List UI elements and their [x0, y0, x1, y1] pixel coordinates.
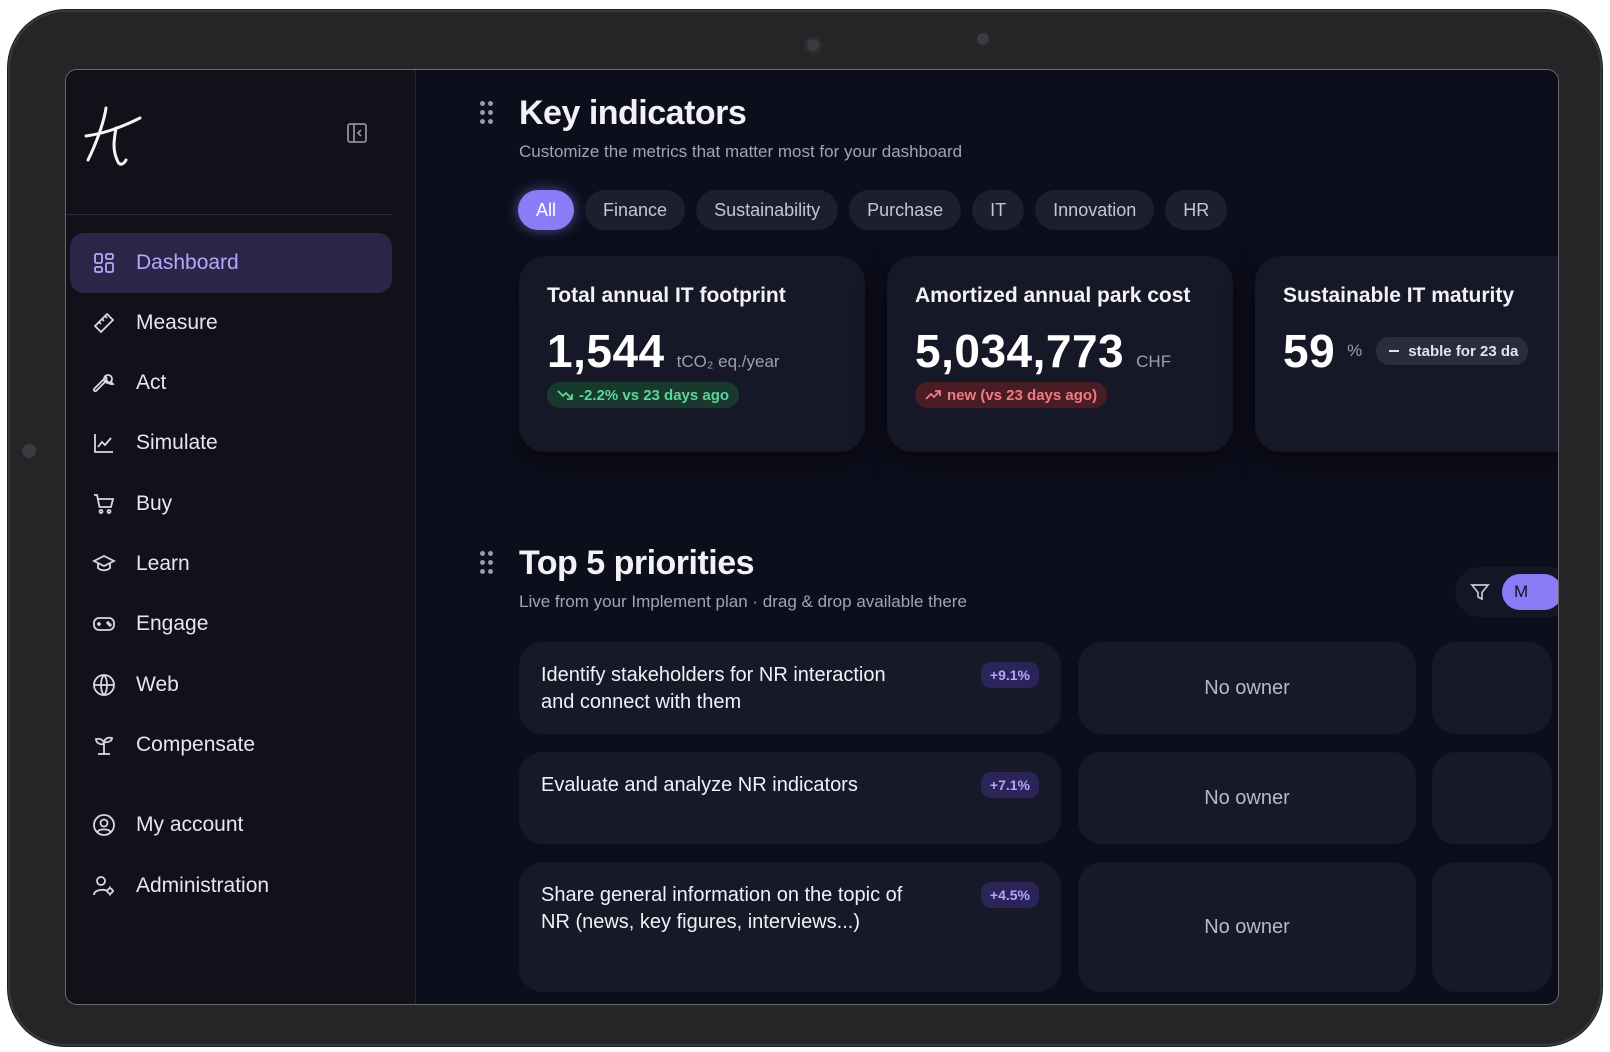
key-indicators-title: Key indicators — [519, 94, 747, 132]
priority-card[interactable]: Evaluate and analyze NR indicators +7.1% — [519, 752, 1061, 844]
sidebar-item-label: My account — [136, 813, 244, 836]
sidebar-item-label: Engage — [136, 612, 209, 635]
chip-all[interactable]: All — [518, 190, 575, 230]
chip-finance[interactable]: Finance — [585, 190, 686, 230]
priority-text: Identify stakeholders for NR interaction… — [541, 664, 886, 713]
main-content: Key indicators Customize the metrics tha… — [417, 70, 1558, 1004]
sidebar-item-label: Buy — [136, 492, 173, 515]
sidebar-item-measure[interactable]: Measure — [70, 293, 392, 353]
chip-hr[interactable]: HR — [1165, 190, 1228, 230]
priority-text: Evaluate and analyze NR indicators — [541, 774, 858, 796]
sidebar-item-label: Simulate — [136, 431, 218, 454]
priority-card[interactable]: Share general information on the topic o… — [519, 862, 1061, 992]
sidebar-item-web[interactable]: Web — [70, 655, 392, 715]
trend-down-icon — [557, 390, 573, 400]
kpi-title: Sustainable IT maturity — [1283, 284, 1515, 307]
owner-selector[interactable]: No owner — [1078, 752, 1416, 844]
graduation-cap-icon — [92, 552, 116, 576]
category-filter-chips: All Finance Sustainability Purchase IT I… — [518, 190, 1228, 230]
side-sensor — [22, 444, 36, 458]
sidebar-item-compensate[interactable]: Compensate — [70, 715, 392, 775]
kpi-trend-badge: -2.2% vs 23 days ago — [547, 382, 740, 408]
owner-selector[interactable]: No owner — [1078, 862, 1416, 992]
dashboard-grid-icon — [92, 251, 116, 275]
priority-card[interactable]: Identify stakeholders for NR interaction… — [519, 642, 1061, 734]
drag-handle-icon[interactable] — [480, 551, 494, 577]
sidebar-collapse-icon[interactable] — [346, 122, 368, 144]
kpi-title: Total annual IT footprint — [547, 284, 786, 307]
user-gear-icon — [92, 874, 116, 898]
sidebar: Dashboard Measure Act Simulate — [66, 70, 416, 1004]
sidebar-item-label: Dashboard — [136, 251, 239, 274]
sidebar-item-administration[interactable]: Administration — [70, 856, 392, 916]
chip-sustainability[interactable]: Sustainability — [696, 190, 839, 230]
kpi-value: 5,034,773 — [915, 325, 1125, 377]
globe-icon — [92, 673, 116, 697]
kpi-card-park-cost[interactable]: Amortized annual park cost 5,034,773 CHF… — [887, 256, 1233, 452]
brand-glyph-icon[interactable] — [82, 104, 142, 166]
chip-innovation[interactable]: Innovation — [1035, 190, 1155, 230]
kpi-trend-badge: stable for 23 da — [1376, 337, 1529, 365]
sidebar-item-label: Measure — [136, 311, 218, 334]
app-screen: Dashboard Measure Act Simulate — [65, 69, 1559, 1005]
gamepad-icon — [92, 612, 116, 636]
chip-purchase[interactable]: Purchase — [849, 190, 962, 230]
sprout-icon — [92, 733, 116, 757]
tablet-frame: Dashboard Measure Act Simulate — [8, 10, 1602, 1046]
sidebar-divider — [66, 214, 391, 215]
sidebar-item-simulate[interactable]: Simulate — [70, 413, 392, 473]
trend-up-icon — [925, 390, 941, 400]
sidebar-item-my-account[interactable]: My account — [70, 795, 392, 855]
minus-icon — [1389, 350, 1400, 352]
kpi-unit: tCO₂ eq./year — [676, 352, 780, 371]
kpi-trend-text: stable for 23 da — [1408, 342, 1519, 360]
sidebar-item-buy[interactable]: Buy — [70, 474, 392, 534]
sidebar-item-engage[interactable]: Engage — [70, 594, 392, 654]
kpi-title: Amortized annual park cost — [915, 284, 1191, 307]
kpi-trend-text: -2.2% vs 23 days ago — [579, 386, 730, 404]
sidebar-item-label: Learn — [136, 552, 190, 575]
front-camera — [804, 36, 822, 54]
priorities-subtitle: Live from your Implement plan · drag & d… — [519, 592, 967, 611]
priority-impact-badge: +9.1% — [980, 662, 1039, 688]
sidebar-item-learn[interactable]: Learn — [70, 534, 392, 594]
priority-text: Share general information on the topic o… — [541, 884, 903, 933]
cart-icon — [92, 492, 116, 516]
kpi-value: 1,544 — [547, 325, 665, 377]
line-chart-icon — [92, 431, 116, 455]
user-circle-icon — [92, 813, 116, 837]
priority-extra-column — [1432, 862, 1552, 992]
kpi-card-it-maturity[interactable]: Sustainable IT maturity 59 % stable for … — [1255, 256, 1558, 452]
sidebar-item-dashboard[interactable]: Dashboard — [70, 233, 392, 293]
kpi-value: 59 — [1283, 325, 1336, 377]
kpi-trend-badge: new (vs 23 days ago) — [915, 382, 1108, 408]
drag-handle-icon[interactable] — [480, 101, 494, 127]
priorities-title: Top 5 priorities — [519, 544, 755, 582]
kpi-unit: CHF — [1136, 352, 1172, 371]
wrench-icon — [92, 371, 116, 395]
light-sensor — [977, 33, 989, 45]
filter-toggle-pill[interactable]: M — [1502, 574, 1558, 610]
sidebar-item-label: Administration — [136, 874, 270, 897]
owner-selector[interactable]: No owner — [1078, 642, 1416, 734]
sidebar-item-act[interactable]: Act — [70, 353, 392, 413]
kpi-unit: % — [1347, 341, 1363, 360]
sidebar-item-label: Compensate — [136, 733, 256, 756]
priority-extra-column — [1432, 642, 1552, 734]
key-indicators-subtitle: Customize the metrics that matter most f… — [519, 142, 963, 161]
priorities-filter-bar: M — [1455, 567, 1558, 617]
sidebar-item-label: Act — [136, 371, 167, 394]
chip-it[interactable]: IT — [972, 190, 1025, 230]
sidebar-item-label: Web — [136, 673, 179, 696]
ruler-icon — [92, 311, 116, 335]
kpi-trend-text: new (vs 23 days ago) — [947, 386, 1098, 404]
kpi-card-it-footprint[interactable]: Total annual IT footprint 1,544 tCO₂ eq.… — [519, 256, 865, 452]
filter-icon[interactable] — [1469, 581, 1491, 603]
priority-extra-column — [1432, 752, 1552, 844]
priority-impact-badge: +4.5% — [980, 882, 1039, 908]
priority-impact-badge: +7.1% — [980, 772, 1039, 798]
